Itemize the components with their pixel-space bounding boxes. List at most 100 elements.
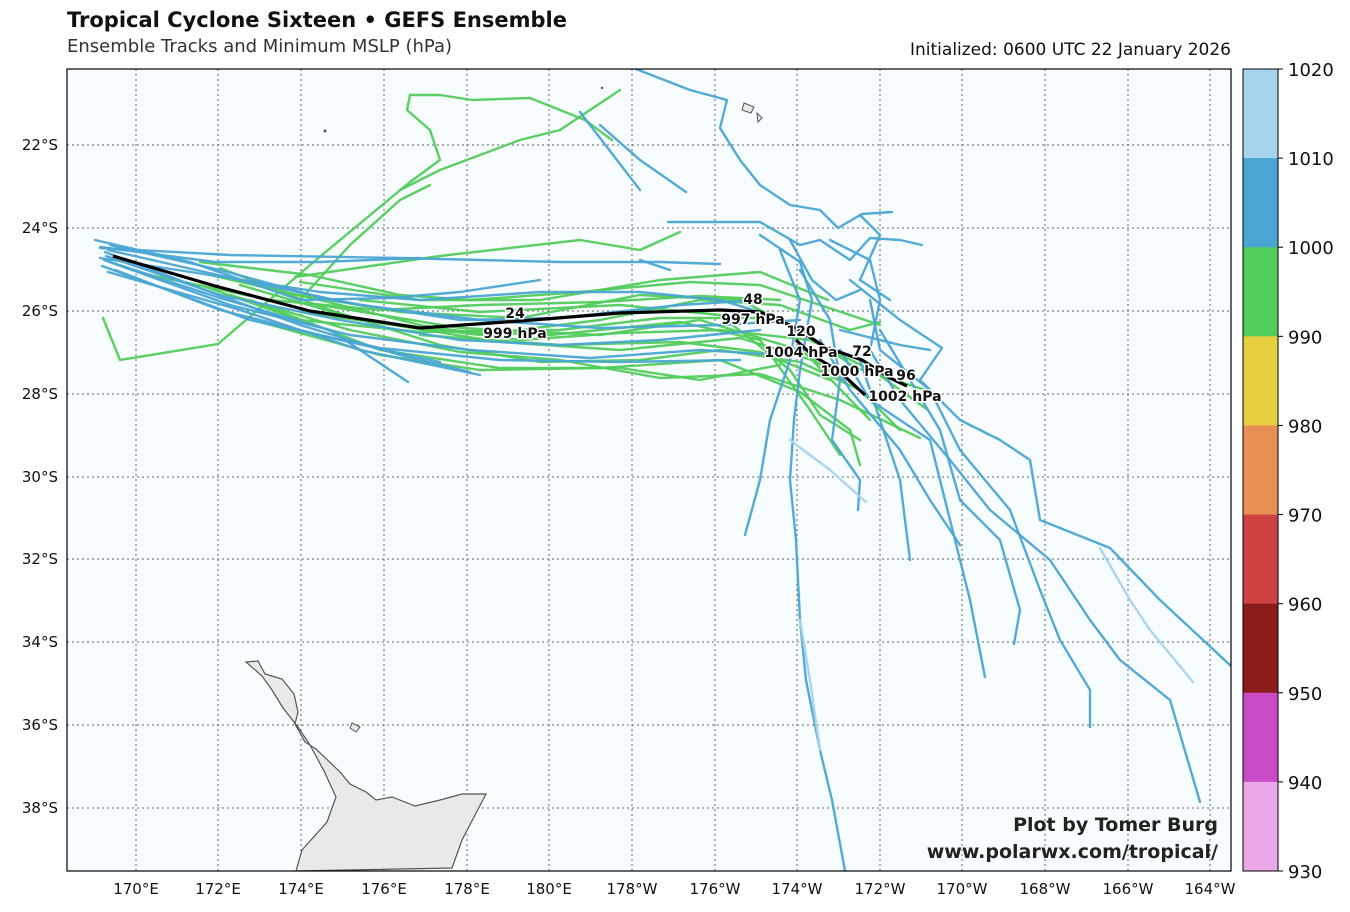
ensemble-member-track	[788, 438, 868, 504]
latitude-label: 30°S	[22, 468, 58, 486]
longitude-label: 176°W	[690, 880, 741, 898]
longitude-label: 178°W	[607, 880, 658, 898]
colorbar-segment	[1243, 425, 1278, 516]
ensemble-member-track	[1098, 546, 1195, 684]
colorbar-segment	[1243, 69, 1278, 159]
longitude-label: 180°E	[526, 880, 572, 898]
forecast-label-48: 48 997 hPa	[720, 291, 786, 330]
credit-author: Plot by Tomer Burg	[1013, 814, 1218, 836]
longitude-label: 170°E	[113, 880, 159, 898]
forecast-hour: 96	[896, 368, 915, 384]
longitude-label: 172°E	[195, 880, 241, 898]
ensemble-member-track	[103, 250, 472, 374]
colorbar-segment	[1243, 514, 1278, 605]
ensemble-member-track	[634, 69, 894, 230]
longitude-label: 174°W	[772, 880, 823, 898]
ensemble-member-track	[102, 258, 782, 360]
ensemble-member-track	[578, 110, 642, 192]
ensemble-mean-track	[112, 254, 908, 388]
latitude-label: 28°S	[22, 385, 58, 403]
ensemble-member-track	[598, 123, 688, 194]
ensemble-member-track	[358, 298, 862, 442]
ensemble-tracks	[93, 69, 1231, 871]
colorbar-label: 980	[1288, 416, 1322, 437]
ensemble-member-track	[293, 230, 682, 279]
land-islet	[756, 111, 763, 124]
colorbar-label: 930	[1288, 862, 1322, 883]
ensemble-member-track	[858, 213, 892, 302]
colorbar-label: 960	[1288, 595, 1322, 616]
land-islet	[349, 722, 361, 733]
land-islet	[323, 129, 327, 133]
latitude-label: 24°S	[22, 219, 58, 237]
forecast-label-24: 24 999 hPa	[482, 305, 548, 344]
forecast-hour: 24	[505, 306, 525, 322]
ensemble-member-track	[398, 88, 622, 192]
ensemble-member-track	[788, 238, 862, 302]
colorbar-frame	[1242, 68, 1279, 872]
ensemble-member-track	[858, 358, 912, 562]
colorbar-segment	[1243, 781, 1278, 872]
ensemble-member-track	[106, 270, 482, 377]
ensemble-member-track	[798, 618, 822, 752]
ensemble-member-track	[104, 254, 762, 347]
colorbar-label: 1010	[1288, 149, 1334, 170]
colorbar-label: 1000	[1288, 238, 1334, 259]
forecast-pressure: 997 hPa	[721, 312, 784, 328]
latitude-label: 22°S	[22, 136, 58, 154]
longitude-label: 168°W	[1020, 880, 1071, 898]
longitude-label: 164°W	[1185, 880, 1236, 898]
map-frame	[66, 68, 1232, 872]
map-title: Tropical Cyclone Sixteen • GEFS Ensemble	[67, 8, 567, 32]
colorbar-segment	[1243, 247, 1278, 337]
longitude-label: 166°W	[1103, 880, 1154, 898]
colorbar-label: 990	[1288, 327, 1322, 348]
ensemble-member-track	[758, 233, 847, 871]
latitude-label: 36°S	[22, 716, 58, 734]
pressure-colorbar: 1020 1010 1000 990 980 970 960 950 940 930	[1242, 60, 1334, 883]
axis-labels: 22°S 24°S 26°S 28°S 30°S 32°S 34°S 36°S 38°S 170°…	[22, 136, 1236, 898]
longitude-label: 170°W	[937, 880, 988, 898]
ensemble-member-track	[868, 298, 1092, 729]
forecast-pressure: 1004 hPa	[764, 345, 837, 361]
ensemble-member-track	[98, 245, 422, 264]
ensemble-member-track	[108, 243, 762, 322]
longitude-label: 172°W	[855, 880, 906, 898]
colorbar-label: 950	[1288, 684, 1322, 705]
forecast-hour: 120	[786, 324, 815, 340]
ensemble-member-track	[798, 268, 862, 512]
ensemble-member-track	[298, 310, 842, 457]
latitude-label: 38°S	[22, 799, 58, 817]
colorbar-segment	[1243, 158, 1278, 248]
latitude-label: 34°S	[22, 633, 58, 651]
forecast-label-120: 120 1004 hPa	[763, 323, 839, 363]
ocean-background	[67, 69, 1231, 871]
colorbar-segment	[1243, 603, 1278, 694]
ensemble-member-track	[106, 248, 802, 330]
ensemble-member-track	[666, 220, 924, 262]
init-time: Initialized: 0600 UTC 22 January 2026	[910, 40, 1231, 60]
ensemble-member-track	[93, 238, 542, 302]
land-islet	[741, 102, 755, 114]
forecast-pressure: 1000 hPa	[820, 364, 893, 380]
longitude-label: 176°E	[361, 880, 407, 898]
colorbar-label: 970	[1288, 506, 1322, 527]
land-new-zealand	[244, 660, 487, 871]
colorbar-label: 940	[1288, 773, 1322, 794]
ensemble-member-track	[638, 258, 672, 272]
ensemble-member-track	[100, 264, 742, 364]
map-subtitle: Ensemble Tracks and Minimum MSLP (hPa)	[67, 36, 453, 57]
ensemble-member-track	[838, 348, 987, 679]
ensemble-member-track	[743, 248, 802, 537]
longitude-label: 174°E	[278, 880, 324, 898]
ensemble-member-track	[108, 260, 410, 384]
latitude-label: 32°S	[22, 550, 58, 568]
ensemble-member-track	[101, 93, 614, 362]
ensemble-member-track	[838, 328, 932, 352]
colorbar-label: 1020	[1288, 60, 1334, 81]
graticule	[67, 69, 1231, 871]
ensemble-member-track	[848, 278, 1231, 668]
forecast-pressure: 999 hPa	[483, 326, 546, 342]
ensemble-member-track	[198, 283, 762, 334]
